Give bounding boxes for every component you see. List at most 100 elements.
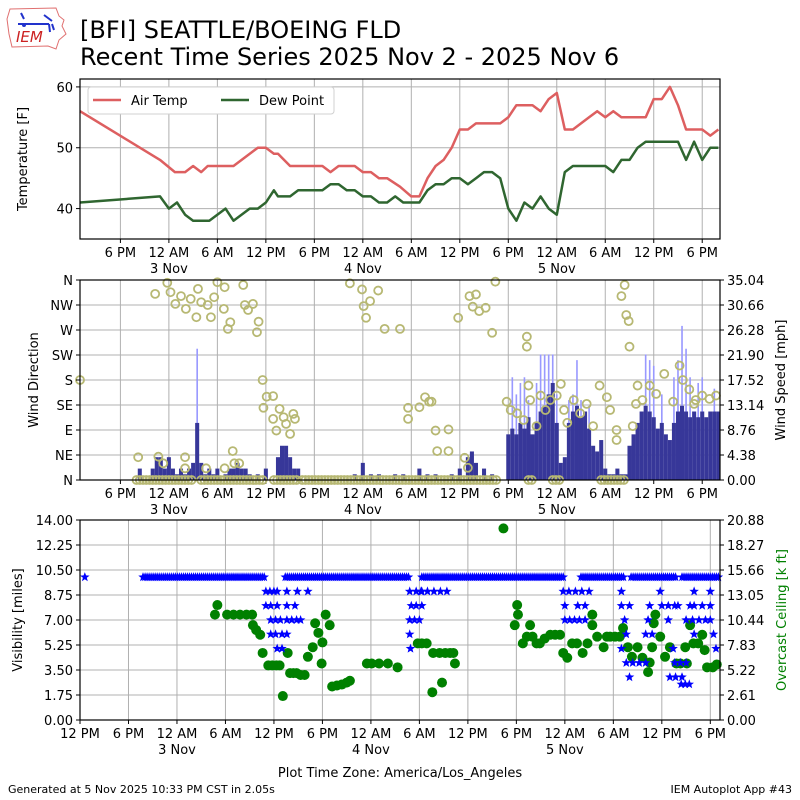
wind-direction-point (218, 303, 229, 314)
ceiling-point (449, 658, 460, 669)
wind-direction-point (238, 280, 249, 290)
wind-direction-point (357, 284, 367, 295)
ceiling-point (324, 620, 335, 631)
wind-speed-bar (647, 411, 652, 480)
ceiling-point (555, 629, 565, 640)
wind-direction-point (243, 305, 253, 315)
ceiling-point (382, 658, 393, 669)
visibility-point (685, 600, 695, 610)
visibility-point (414, 615, 425, 624)
y-tick-label-right: 8.76 (727, 424, 756, 439)
visibility-point (417, 600, 427, 610)
visibility-point (616, 600, 627, 610)
wind-speed-bar (465, 457, 470, 480)
x-tick-label: 6 AM (403, 727, 436, 742)
visibility-point (634, 657, 644, 667)
wind-speed-bar (574, 405, 579, 480)
wind-direction-point (191, 312, 202, 323)
visibility-point (705, 615, 716, 624)
ceiling-point (582, 638, 593, 649)
wind-direction-point (162, 277, 173, 288)
x-axis-label: Plot Time Zone: America/Los_Angeles (278, 766, 522, 781)
wind-speed-bar (239, 468, 244, 480)
ceiling-point (693, 638, 704, 649)
visibility-point (577, 586, 587, 596)
wind-direction-point (575, 408, 586, 419)
ceiling-point (660, 651, 671, 662)
visibility-point (564, 615, 575, 624)
ceiling-point (648, 618, 659, 629)
wind-direction-point (185, 293, 196, 304)
y-tick-label: 50 (56, 142, 73, 157)
wind-direction-point (403, 402, 413, 413)
visibility-point (429, 586, 439, 596)
wind-direction-point (487, 327, 498, 338)
visibility-point (687, 615, 698, 624)
wind-direction-point (361, 312, 371, 323)
wind-speed-bar (700, 411, 705, 480)
wind-direction-point (227, 446, 238, 457)
wind-speed-bar (280, 445, 285, 480)
wind-speed-bar (457, 468, 462, 480)
wind-direction-point (480, 302, 491, 313)
ceiling-point (711, 659, 722, 670)
wind-speed-bar (671, 422, 676, 480)
visibility-point (684, 679, 694, 689)
wind-direction-point (248, 298, 258, 309)
ceiling-point (373, 658, 384, 669)
wind-direction-point (252, 327, 262, 338)
x-tick-label: 6 PM (493, 487, 524, 502)
wind-direction-point (632, 380, 643, 391)
ceiling-point (247, 609, 258, 620)
visibility-point (406, 600, 417, 610)
wind-speed-bar (550, 382, 555, 480)
x-tick-label: 12 PM (246, 246, 286, 261)
x-date-label: 3 Nov (150, 262, 188, 277)
visibility-point (689, 629, 699, 639)
visibility-point (573, 600, 583, 610)
ceiling-point (310, 618, 321, 629)
y-tick-label-right: 10.44 (727, 614, 764, 629)
x-tick-label: 6 PM (105, 487, 136, 502)
ceiling-point (437, 677, 448, 688)
ceiling-point (655, 631, 666, 642)
wind-direction-point (616, 291, 627, 302)
y-axis-label: Temperature [F] (16, 107, 31, 212)
visibility-point (277, 643, 287, 653)
ceiling-point (257, 647, 268, 658)
visibility-point (282, 600, 292, 610)
iem-logo: IEM (4, 4, 68, 52)
visibility-point (621, 629, 631, 639)
visibility-point (403, 572, 414, 582)
y-tick-label: 60 (56, 81, 73, 96)
y-tick-label: 3.50 (44, 664, 73, 679)
wind-direction-point (523, 380, 534, 391)
ceiling-point (626, 651, 637, 662)
visibility-point (442, 586, 452, 596)
visibility-point (665, 672, 675, 682)
ceiling-point (643, 667, 654, 678)
wind-direction-point (426, 396, 437, 407)
y-tick-label: 40 (56, 203, 73, 218)
wind-speed-bar (526, 417, 531, 480)
wind-direction-point (568, 395, 579, 405)
app-id: IEM Autoplot App #43 (670, 783, 793, 796)
visibility-point (259, 572, 269, 582)
gust-bar (196, 348, 198, 480)
visibility-point (618, 572, 629, 582)
y-tick-label: 8.75 (44, 589, 73, 604)
visibility-point (670, 672, 681, 682)
y-tick-label-right: 35.04 (727, 274, 764, 289)
wind-speed-bar (651, 417, 656, 480)
wind-speed-bar (546, 394, 551, 480)
wind-direction-point (490, 276, 501, 287)
visibility-point (628, 657, 638, 667)
x-tick-label: 12 PM (448, 727, 488, 742)
visibility-point (266, 615, 276, 624)
x-tick-label: 12 PM (634, 487, 674, 502)
wind-direction-point (453, 312, 464, 323)
y-axis-label-left: Visibility [miles] (11, 568, 26, 671)
wind-speed-bar (570, 411, 575, 480)
visibility-point (275, 615, 286, 624)
wind-direction-point (594, 380, 605, 391)
